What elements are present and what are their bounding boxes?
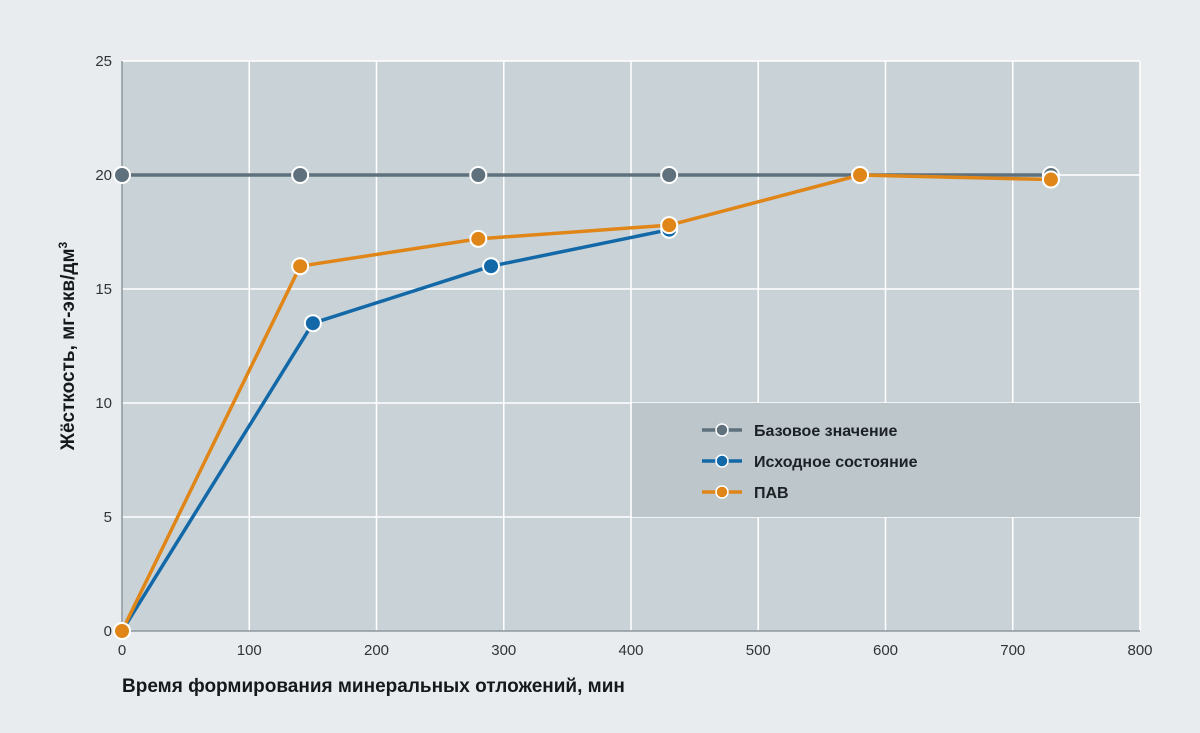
data-point [469,229,488,248]
data-point [469,166,488,184]
series-line [120,228,670,632]
series-3 [113,166,1060,640]
data-point [660,216,679,235]
legend-marker [715,485,729,499]
x-tick-label: 400 [618,642,643,659]
x-tick-label: 0 [118,642,126,659]
legend-marker [715,454,729,468]
x-tick-label: 200 [364,642,389,659]
legend-item: Базовое значение [702,423,897,440]
x-tick-label: 500 [746,642,771,659]
x-axis-title: Время формирования минеральных отложений… [122,676,625,697]
y-tick-label: 0 [104,623,112,640]
legend-label: ПАВ [754,485,789,502]
data-point [303,314,322,333]
data-point [660,166,679,184]
data-point [113,622,131,640]
series-line [120,173,1051,632]
x-tick-label: 700 [1000,642,1025,659]
data-point [851,166,870,184]
x-tick-label: 800 [1127,642,1152,659]
y-axis-title-main: Жёсткость, мг-экв/дм [58,248,79,451]
data-point [1041,170,1060,189]
legend: Базовое значение Исходное состояние ПАВ [702,423,918,502]
legend-item: ПАВ [702,485,789,502]
data-point [113,166,131,184]
y-tick-label: 25 [95,53,112,70]
y-axis-title: Жёсткость, мг-экв/дм3 [56,241,79,451]
y-axis-title-superscript: 3 [56,241,70,248]
data-point [291,257,310,276]
y-tick-label: 20 [95,167,112,184]
y-tick-label: 10 [95,395,112,412]
legend-label: Исходное состояние [754,454,918,471]
legend-item: Исходное состояние [702,454,918,471]
x-tick-label: 600 [873,642,898,659]
y-tick-label: 5 [104,509,112,526]
data-point [291,166,310,184]
legend-label: Базовое значение [754,423,897,440]
data-point [482,257,501,276]
x-tick-label: 300 [491,642,516,659]
x-tick-label: 100 [237,642,262,659]
y-tick-label: 15 [95,281,112,298]
series-lines [113,166,1060,640]
axis-ticks: 0 100 200 300 400 500 600 700 800 0 5 10 15 20 25 [95,53,1152,659]
legend-marker [715,423,729,437]
